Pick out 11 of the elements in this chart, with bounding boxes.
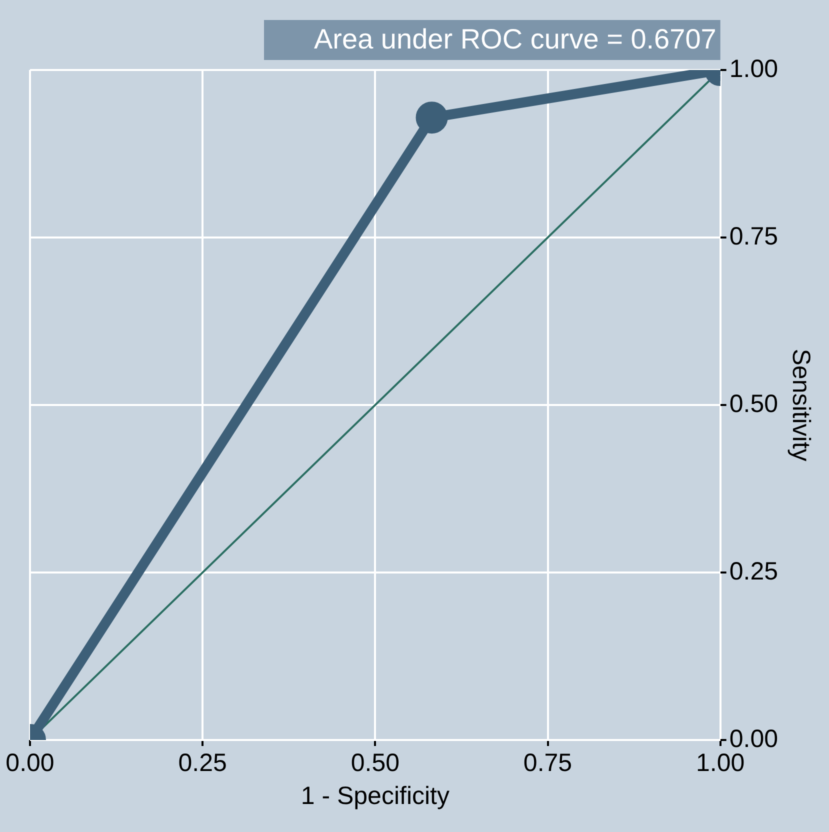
- x-tick-label: 0.50: [350, 748, 400, 777]
- x-axis-title: 1 - Specificity: [300, 782, 450, 810]
- y-tick-label: 0.25: [729, 557, 778, 586]
- x-tick-label: 0.75: [523, 748, 572, 777]
- x-tick-label: 0.00: [6, 748, 54, 777]
- y-tick-label: 0.75: [729, 222, 778, 250]
- y-tick-label: 1.00: [729, 54, 778, 83]
- y-tick-label: 0.50: [729, 390, 778, 418]
- x-tick-label: 0.25: [178, 748, 227, 777]
- text: Area under ROC curve = 0.6707: [314, 24, 716, 55]
- y-axis-title: Sensitivity: [787, 348, 816, 462]
